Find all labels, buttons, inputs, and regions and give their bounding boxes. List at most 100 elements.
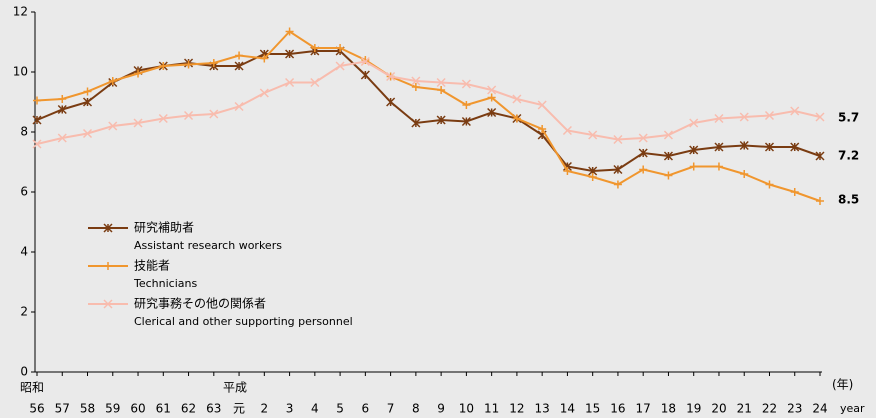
x-tick-label: 22 <box>762 402 777 416</box>
x-tick-label: 19 <box>686 402 701 416</box>
x-tick-label: 57 <box>55 402 70 416</box>
y-tick-label: 12 <box>13 5 28 19</box>
point-marker <box>436 77 446 88</box>
point-marker <box>765 180 774 189</box>
x-unit: (年) <box>832 378 853 392</box>
point-marker <box>360 70 370 80</box>
point-marker <box>613 134 623 145</box>
legend-marker <box>103 223 113 233</box>
y-tick-label: 8 <box>20 125 28 139</box>
x-tick-label: 9 <box>437 402 445 416</box>
x-tick-label: 15 <box>585 402 600 416</box>
y-tick-label: 6 <box>20 185 28 199</box>
point-marker <box>764 110 775 121</box>
point-marker <box>411 118 421 128</box>
era-label: 昭和 <box>20 381 44 395</box>
point-marker <box>512 94 522 104</box>
x-tick-label: 12 <box>509 402 524 416</box>
point-marker <box>790 188 799 196</box>
point-marker <box>638 133 648 143</box>
point-marker <box>613 180 622 189</box>
point-marker <box>184 60 193 69</box>
point-marker <box>158 113 168 124</box>
series-line <box>36 30 821 202</box>
point-marker <box>310 77 320 88</box>
x-tick-label: 14 <box>560 402 575 416</box>
point-marker <box>82 97 93 107</box>
y-tick-label: 4 <box>20 245 28 259</box>
point-marker <box>285 77 295 88</box>
series-line <box>36 60 821 145</box>
point-marker <box>815 112 825 122</box>
x-unit-en: year <box>840 402 865 415</box>
point-marker <box>386 71 396 82</box>
x-tick-label: 2 <box>261 402 269 416</box>
point-marker <box>714 162 723 171</box>
point-marker <box>336 44 345 52</box>
point-marker <box>83 87 92 96</box>
point-marker <box>108 121 118 131</box>
point-marker <box>411 83 420 91</box>
x-tick-label: 8 <box>412 402 420 416</box>
legend-label-en: Assistant research workers <box>134 239 282 252</box>
point-marker <box>663 151 673 161</box>
x-tick-label: 21 <box>737 402 752 416</box>
point-marker <box>714 142 724 152</box>
y-tick-label: 2 <box>20 305 28 319</box>
x-tick-label: 4 <box>311 402 319 416</box>
point-marker <box>588 173 597 181</box>
point-marker <box>663 130 673 140</box>
x-tick-label: 5 <box>336 402 344 416</box>
x-tick-label: 63 <box>206 402 221 416</box>
point-marker <box>739 112 749 122</box>
point-marker <box>613 164 623 175</box>
point-marker <box>790 142 800 152</box>
point-marker <box>538 125 547 133</box>
point-marker <box>82 128 93 139</box>
point-marker <box>461 116 471 127</box>
legend-label-en: Technicians <box>133 277 197 290</box>
x-tick-label: 58 <box>80 402 95 416</box>
point-marker <box>209 59 218 67</box>
x-tick-label: 24 <box>812 402 827 416</box>
point-marker <box>740 170 749 178</box>
point-marker <box>335 61 345 71</box>
point-marker <box>32 115 42 125</box>
point-marker <box>436 115 446 125</box>
point-marker <box>33 96 41 105</box>
point-marker <box>790 106 800 116</box>
legend-marker <box>103 299 113 309</box>
point-marker <box>512 114 521 123</box>
point-marker <box>209 109 219 119</box>
point-marker <box>361 56 370 64</box>
point-marker <box>360 56 370 67</box>
point-marker <box>234 101 244 112</box>
point-marker <box>133 118 143 128</box>
point-marker <box>260 54 269 63</box>
x-tick-label: 18 <box>661 402 676 416</box>
point-marker <box>57 133 67 143</box>
x-tick-label: 61 <box>156 402 171 416</box>
point-marker <box>259 88 269 98</box>
point-marker <box>461 79 471 89</box>
y-tick-label: 0 <box>20 365 28 379</box>
point-marker <box>816 197 824 205</box>
x-tick-label: 17 <box>636 402 651 416</box>
point-marker <box>664 171 673 180</box>
legend-label: 研究事務その他の関係者 <box>134 296 266 311</box>
point-marker <box>57 104 67 115</box>
x-tick-label: 6 <box>362 402 370 416</box>
legend-label: 研究補助者 <box>134 220 194 235</box>
point-marker <box>562 125 572 136</box>
point-marker <box>234 61 244 71</box>
point-marker <box>638 148 648 158</box>
point-marker <box>639 165 648 174</box>
x-tick-label: 元 <box>233 402 245 416</box>
point-marker <box>563 167 572 175</box>
point-marker <box>487 93 496 102</box>
legend-marker <box>104 262 112 270</box>
point-marker <box>462 101 471 109</box>
point-marker <box>588 130 598 140</box>
x-tick-label: 10 <box>459 402 474 416</box>
